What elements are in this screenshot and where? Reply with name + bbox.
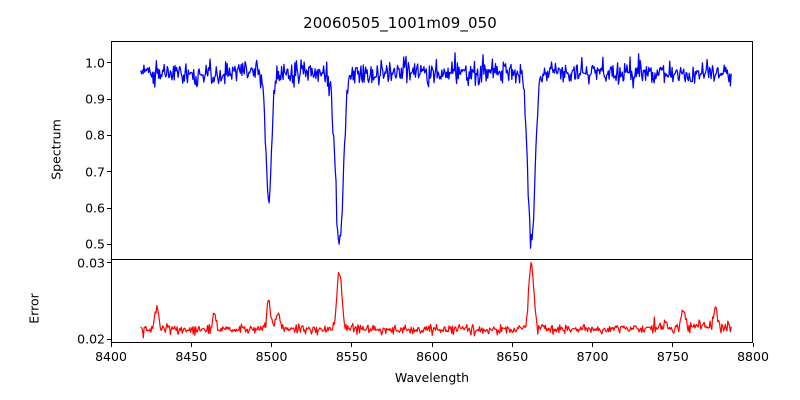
y-tick-mark-spectrum [107, 207, 111, 209]
x-tick-mark [672, 343, 674, 347]
x-tick-label: 8600 [416, 349, 448, 364]
y-tick-mark-spectrum [107, 62, 111, 64]
y-tick-label-spectrum: 0.9 [85, 91, 105, 107]
y-axis-label-spectrum: Spectrum [48, 119, 64, 180]
y-axis-label-error: Error [26, 293, 42, 324]
x-tick-label: 8800 [737, 349, 769, 364]
x-tick-label: 8400 [95, 349, 127, 364]
y-tick-label-spectrum: 0.8 [85, 127, 105, 143]
x-tick-mark [752, 343, 754, 347]
spectrum-panel [111, 41, 753, 259]
y-tick-label-spectrum: 0.5 [85, 236, 105, 252]
spectrum-line-plot [140, 52, 732, 249]
x-tick-label: 8650 [496, 349, 529, 364]
error-line-plot [140, 261, 732, 339]
y-tick-label-spectrum: 1.0 [85, 55, 105, 71]
x-tick-mark [190, 343, 192, 347]
x-tick-mark [110, 343, 112, 347]
y-tick-label-error: 0.03 [77, 255, 105, 271]
x-tick-label: 8700 [576, 349, 609, 364]
error-series [140, 261, 732, 339]
y-tick-mark-error [107, 262, 111, 264]
error-panel [111, 259, 753, 343]
y-tick-mark-error [107, 338, 111, 340]
x-tick-label: 8500 [255, 349, 288, 364]
x-tick-mark [271, 343, 273, 347]
y-tick-mark-spectrum [107, 98, 111, 100]
x-tick-mark [351, 343, 353, 347]
x-axis-label: Wavelength [394, 370, 470, 385]
x-tick-label: 8750 [656, 349, 689, 364]
y-tick-mark-spectrum [107, 243, 111, 246]
page-title: 20060505_1001m09_050 [303, 14, 497, 32]
x-tick-mark [431, 343, 433, 347]
spectrum-series [140, 52, 732, 249]
y-tick-label-error: 0.02 [77, 331, 105, 347]
y-tick-mark-spectrum [107, 134, 111, 137]
x-tick-mark [511, 343, 513, 347]
y-tick-label-spectrum: 0.6 [85, 200, 105, 216]
x-tick-label: 8450 [175, 349, 208, 364]
y-tick-mark-spectrum [107, 171, 111, 173]
x-tick-mark [592, 343, 594, 347]
x-tick-label: 8550 [335, 349, 368, 364]
y-tick-label-spectrum: 0.7 [85, 164, 105, 180]
